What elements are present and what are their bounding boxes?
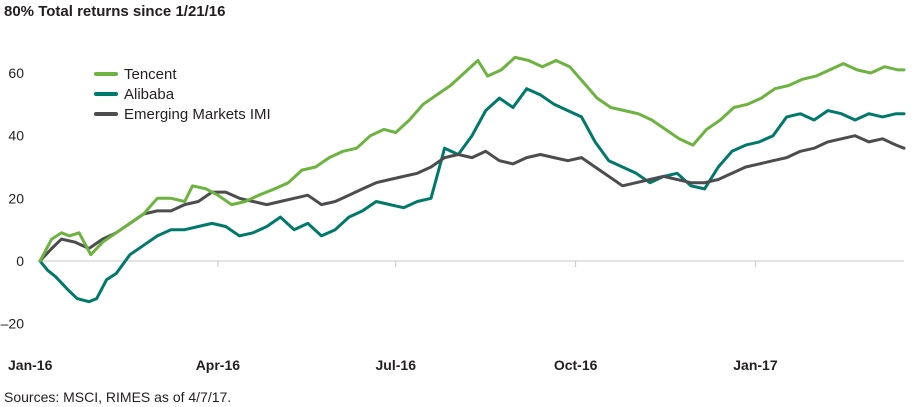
series-lines xyxy=(38,55,906,304)
chart-title: 80% Total returns since 1/21/16 xyxy=(4,3,226,20)
y-tick-label: 20 xyxy=(8,190,24,206)
x-tick-label: Oct-16 xyxy=(554,357,598,373)
x-tick-label: Jul-16 xyxy=(376,357,417,373)
legend-label: Alibaba xyxy=(124,86,175,103)
source-note: Sources: MSCI, RIMES as of 4/7/17. xyxy=(4,389,231,405)
x-tick-label: Apr-16 xyxy=(196,357,241,373)
series-line-tencent xyxy=(38,55,906,263)
x-axis-ticks: Jan-16 Apr-16 Jul-16 Oct-16 Jan-17 xyxy=(8,261,778,373)
y-tick-label: 0 xyxy=(16,253,24,269)
y-axis-ticks: 60 40 20 0 –20 xyxy=(1,65,25,332)
y-tick-label: 40 xyxy=(8,128,24,144)
y-tick-label: –20 xyxy=(1,316,25,332)
legend-label: Tencent xyxy=(124,66,177,83)
chart-legend: Tencent Alibaba Emerging Markets IMI xyxy=(94,66,271,123)
y-tick-label: 60 xyxy=(8,65,24,81)
legend-label: Emerging Markets IMI xyxy=(124,106,271,123)
x-tick-label: Jan-16 xyxy=(8,357,53,373)
x-tick-label: Jan-17 xyxy=(733,357,778,373)
series-line-emerging-markets-imi xyxy=(38,134,906,263)
